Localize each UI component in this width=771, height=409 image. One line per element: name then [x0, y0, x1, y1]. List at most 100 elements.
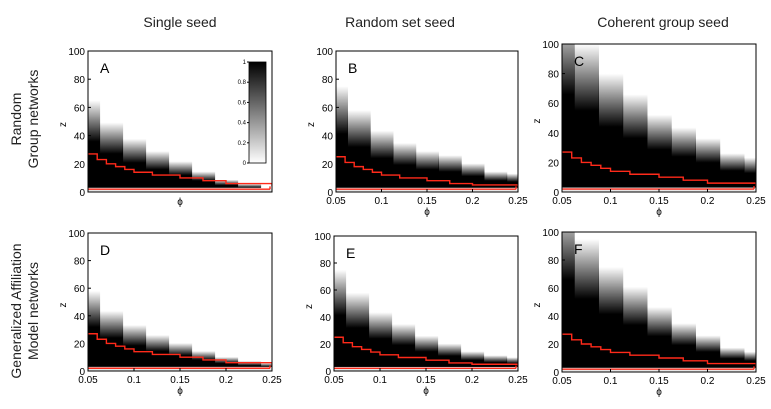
red-boundary-line: [88, 333, 272, 366]
y-axis-label: z: [58, 122, 69, 127]
x-tick-label: 0.05: [552, 376, 572, 387]
y-tick-label: 20: [548, 158, 560, 169]
heatmap-cell: [347, 110, 371, 192]
x-tick-label: 0.25: [746, 196, 766, 207]
x-tick-label: 0.15: [416, 375, 436, 386]
x-tick-label: 0.1: [604, 376, 618, 387]
y-tick-label: 100: [68, 229, 85, 240]
y-tick-label: 100: [314, 232, 331, 243]
panel-c: 0 20 40 60 80 100 0.05 0.1 0.15 0.2 0.25 ϕ z C: [532, 40, 766, 218]
panel-letter: B: [348, 60, 357, 76]
y-tick-label: 100: [542, 228, 559, 239]
red-boundary-line: [334, 336, 518, 366]
y-tick-label: 40: [322, 132, 334, 143]
y-tick-label: 80: [548, 70, 560, 81]
y-tick-label: 60: [74, 103, 86, 114]
x-tick-label: 0.2: [465, 375, 479, 386]
heatmap-cell: [334, 269, 347, 371]
heatmap-cell: [122, 138, 147, 192]
heatmap-cell: [336, 86, 348, 192]
heatmap-cell: [415, 151, 439, 192]
x-tick-label: 0.25: [508, 375, 528, 386]
x-tick-label: 0.05: [324, 375, 344, 386]
heatmap-cell: [483, 171, 508, 192]
x-tick-label: 0.1: [373, 375, 387, 386]
heatmap-cell: [191, 171, 216, 192]
x-tick-label: 0.2: [701, 376, 715, 387]
panel-b: 0 20 40 60 80 100 0.05 0.1 0.15 0.2 0.25 ϕ z B: [306, 47, 528, 218]
heatmap-cell: [237, 360, 262, 371]
heatmap-cell: [460, 351, 485, 371]
heatmap-cell: [145, 334, 170, 371]
heatmap-cell: [345, 292, 370, 371]
heatmap-cell: [438, 155, 462, 192]
colorbar-tick-label: 0.8: [238, 80, 247, 86]
y-tick-label: 40: [74, 132, 86, 143]
y-tick-label: 60: [548, 99, 560, 110]
colorbar: 0 0.2 0.4 0.6 0.8 1: [238, 60, 267, 167]
y-tick-label: 0: [553, 188, 559, 199]
y-tick-label: 40: [548, 312, 560, 323]
y-tick-label: 40: [74, 312, 86, 323]
red-boundary-line: [88, 153, 272, 187]
x-tick-label: 0.1: [127, 375, 141, 386]
y-axis-label: z: [532, 119, 543, 124]
y-tick-label: 60: [322, 103, 334, 114]
y-tick-label: 20: [320, 340, 332, 351]
panel-letter: C: [574, 53, 584, 69]
x-tick-label: 0.15: [649, 196, 669, 207]
heatmap-region: [88, 100, 272, 192]
colorbar-tick-label: 0.6: [238, 100, 247, 106]
y-tick-label: 0: [79, 188, 85, 199]
x-tick-label: 0.05: [326, 196, 346, 207]
heatmap-cell: [646, 114, 672, 192]
x-tick-label: 0.05: [552, 196, 572, 207]
y-tick-label: 0: [327, 188, 333, 199]
y-tick-label: 60: [548, 284, 560, 295]
heatmap-cell: [671, 127, 696, 192]
y-tick-label: 20: [322, 160, 334, 171]
heatmap-cell: [99, 310, 124, 371]
x-tick-label: 0.1: [604, 196, 618, 207]
heatmap-cell: [370, 130, 394, 192]
column-title-coherent-group-seed: Coherent group seed: [597, 14, 729, 30]
heatmap-cell: [145, 151, 170, 192]
heatmap-cell: [122, 324, 147, 371]
y-tick-label: 100: [316, 47, 333, 58]
panel-a: 0 20 40 60 80 100 ϕ z A: [58, 47, 273, 208]
heatmap-cell: [88, 100, 101, 192]
heatmap-cell: [506, 173, 518, 192]
x-tick-label: 0.25: [262, 375, 282, 386]
y-tick-label: 20: [548, 340, 560, 351]
heatmap-cell: [671, 323, 696, 372]
heatmap-cell: [191, 350, 216, 371]
column-title-random-set-seed: Random set seed: [345, 14, 455, 30]
y-tick-label: 100: [542, 40, 559, 51]
x-axis-label: ϕ: [656, 387, 662, 398]
panel-f: 0 20 40 60 80 100 0.05 0.1 0.15 0.2 0.25 ϕ z F: [532, 228, 766, 398]
x-tick-label: 0.25: [746, 376, 766, 387]
colorbar-tick-label: 0: [243, 161, 247, 167]
y-tick-label: 0: [325, 367, 331, 378]
y-axis-label: z: [306, 122, 317, 127]
heatmap-cell: [574, 239, 599, 372]
heatmap-cell: [391, 324, 416, 371]
heatmap-cell: [622, 94, 648, 192]
x-axis-label: ϕ: [423, 386, 429, 397]
colorbar-tick-label: 0.2: [238, 141, 247, 147]
red-boundary-line: [562, 333, 756, 367]
x-tick-label: 0.15: [170, 375, 190, 386]
colorbar-tick-label: 1: [243, 60, 247, 66]
heatmap-cell: [695, 138, 721, 192]
heatmap-cell: [622, 286, 648, 372]
colorbar-tick-label: 0.4: [238, 121, 247, 127]
y-tick-label: 60: [320, 286, 332, 297]
x-tick-label: 0.25: [508, 196, 528, 207]
plot-frame: [87, 50, 273, 193]
heatmap-cell: [719, 153, 745, 192]
x-tick-label: 0.1: [375, 196, 389, 207]
panel-d: 0 20 40 60 80 100 0.05 0.1 0.15 0.2 0.25 ϕ z D: [58, 229, 282, 397]
y-tick-label: 100: [68, 47, 85, 58]
y-tick-label: 0: [79, 367, 85, 378]
